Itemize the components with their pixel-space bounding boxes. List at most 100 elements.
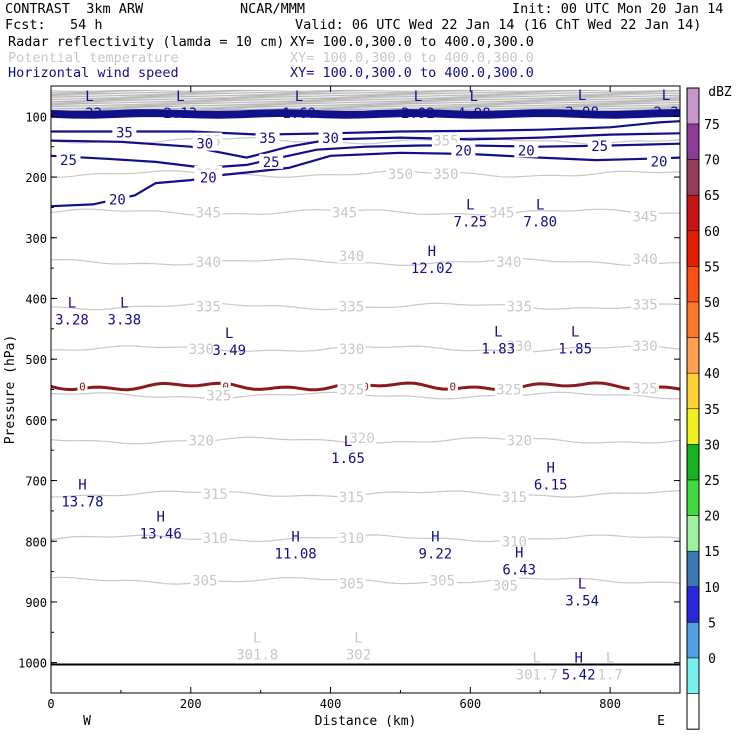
theta-label: 345: [196, 205, 221, 221]
theta-label: 320: [349, 431, 374, 447]
model-title: CONTRAST 3km ARW: [5, 1, 144, 17]
wind-label: 25: [60, 153, 77, 169]
theta-label-bg: [428, 572, 457, 588]
theta-label: 305: [493, 579, 518, 595]
wind-label: 35: [116, 126, 133, 142]
wind-label-bg: [318, 130, 343, 146]
theta-label-bg: [337, 488, 366, 504]
extremum-value: 3.54: [565, 594, 599, 610]
extremum-type: L: [533, 651, 541, 667]
extremum-value: 11.08: [275, 546, 317, 562]
extremum-value: 13.78: [61, 495, 103, 511]
colorbar-level-label: 20: [704, 510, 720, 525]
extremum-value: 3.38: [108, 313, 142, 329]
colorbar-level-label: 65: [704, 189, 720, 204]
colorbar-swatch: [686, 622, 700, 659]
theta-band-line: [50, 95, 681, 98]
theta-label-bg: [204, 387, 233, 403]
x-tick-label: 400: [320, 697, 342, 711]
zero-label-bg: [220, 380, 231, 392]
theta-label: 345: [332, 205, 357, 221]
extremum-value: 1.65: [331, 451, 365, 467]
wind-label: 20: [200, 171, 217, 187]
colorbar-swatch: [686, 87, 700, 125]
zero-dbz-label: 0: [79, 380, 86, 393]
theta-band-line: [50, 94, 681, 97]
extremum-type: H: [291, 529, 299, 545]
theta-label-bg: [194, 204, 223, 220]
theta-label: 345: [632, 210, 657, 226]
extremum-value: 13.46: [140, 526, 182, 542]
theta-label: 305: [192, 574, 217, 590]
theta-label: 330: [632, 339, 657, 355]
y-tick-label: 400: [25, 292, 47, 306]
zero-dbz-label: 0: [222, 380, 229, 393]
theta-label-bg: [386, 166, 415, 182]
colorbar-swatch: [686, 194, 700, 232]
theta-label-bg: [194, 298, 223, 314]
field-label-reflectivity: Radar reflectivity (lamda = 10 cm): [8, 34, 285, 50]
extremum-type: L: [253, 631, 261, 647]
colorbar-level-label: 60: [704, 225, 720, 240]
theta-label: 325: [206, 389, 231, 405]
extremum-value: 302: [346, 648, 371, 664]
theta-label: 315: [203, 487, 228, 503]
extremum-type: L: [536, 197, 544, 213]
colorbar-swatch: [686, 479, 700, 516]
theta-label: 340: [196, 255, 221, 271]
colorbar-level-label: 75: [704, 118, 720, 133]
extremum-type: L: [85, 89, 93, 105]
x-tick-label: 600: [459, 697, 481, 711]
theta-label-bg: [431, 166, 460, 182]
field-label-wind: Horizontal wind speed: [8, 65, 179, 81]
wind-jet-core: [50, 111, 681, 117]
x-axis-label: Distance (km): [315, 714, 417, 729]
extremum-value: 6.15: [534, 478, 568, 494]
x-tick-label: 0: [47, 697, 54, 711]
extremum-value: 1.83: [481, 342, 515, 358]
wind-label-bg: [255, 130, 280, 146]
extremum-value: 3.49: [212, 343, 246, 359]
theta-label: 340: [632, 252, 657, 268]
extremum-value: 1.7: [597, 668, 622, 684]
wind-label-bg: [56, 152, 81, 168]
theta-label: 350: [388, 167, 413, 183]
y-tick-label: 100: [25, 110, 47, 124]
theta-label-bg: [187, 432, 216, 448]
colorbar-swatch: [686, 408, 700, 445]
wind-contour-35: [51, 120, 681, 136]
theta-label-bg: [337, 381, 366, 397]
colorbar-level-label: 25: [704, 474, 720, 489]
extremum-type: L: [578, 577, 586, 593]
theta-band-line: [50, 101, 681, 104]
wind-label: 30: [322, 131, 339, 147]
theta-label-bg: [500, 488, 529, 504]
extremum-type: L: [470, 89, 478, 105]
extremum-type: L: [120, 296, 128, 312]
extremum-value: 301.8: [236, 648, 278, 664]
forecast-hour: Fcst: 54 h: [5, 17, 103, 33]
theta-label-bg: [201, 530, 230, 546]
colorbar-swatch: [686, 657, 700, 694]
wind-contour-20: [50, 151, 681, 208]
theta-label-bg: [500, 533, 529, 549]
wind-label-bg: [112, 124, 137, 140]
theta-label-bg: [505, 432, 534, 448]
wind-label: 25: [263, 155, 280, 171]
colorbar-level-label: 35: [704, 403, 720, 418]
wind-label-bg: [196, 169, 221, 185]
extremum-type: H: [574, 651, 582, 667]
colorbar-swatch: [686, 337, 700, 374]
theta-label-bg: [337, 340, 366, 356]
colorbar-level-label: 10: [704, 581, 720, 596]
extremum-type: L: [606, 651, 614, 667]
theta-label: 310: [339, 531, 364, 547]
theta-contour-350: [51, 170, 681, 179]
theta-contour-355: [50, 136, 681, 145]
extremum-type: L: [354, 631, 362, 647]
extremum-value: 3.28: [55, 313, 89, 329]
extremum-type: H: [157, 509, 165, 525]
wind-label: 20: [109, 193, 126, 209]
wind-label: 20: [455, 143, 472, 159]
theta-label-bg: [491, 577, 520, 593]
